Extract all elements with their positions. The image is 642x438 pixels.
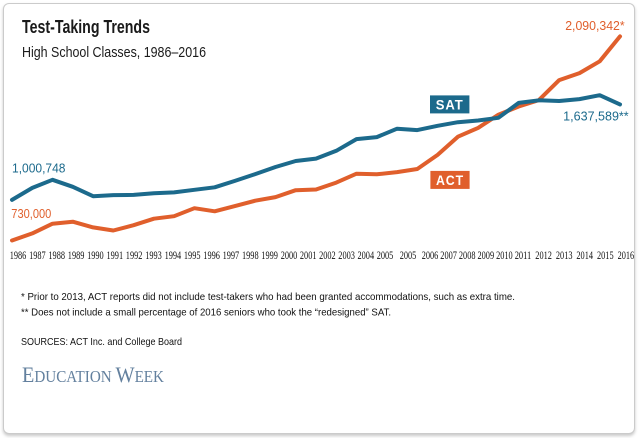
svg-text:730,000: 730,000	[11, 207, 51, 221]
svg-text:SAT: SAT	[436, 97, 464, 113]
svg-text:2013: 2013	[556, 248, 573, 262]
svg-text:1996: 1996	[203, 248, 220, 262]
svg-text:1988: 1988	[48, 248, 65, 262]
svg-text:1990: 1990	[87, 248, 104, 262]
svg-text:2015: 2015	[597, 248, 614, 262]
svg-text:2004: 2004	[358, 248, 375, 262]
svg-text:2005: 2005	[400, 248, 417, 262]
svg-text:1994: 1994	[165, 248, 182, 262]
svg-text:1986: 1986	[10, 248, 27, 262]
svg-text:1993: 1993	[145, 248, 162, 262]
svg-text:2011: 2011	[515, 248, 532, 262]
svg-text:1997: 1997	[223, 248, 240, 262]
svg-text:1992: 1992	[126, 248, 143, 262]
svg-text:1,637,589**: 1,637,589**	[563, 110, 629, 124]
svg-text:SOURCES: ACT Inc. and College: SOURCES: ACT Inc. and College Board	[21, 336, 182, 348]
svg-text:1991: 1991	[107, 248, 124, 262]
svg-text:1,000,748: 1,000,748	[12, 161, 66, 175]
svg-text:2009: 2009	[478, 248, 495, 262]
svg-text:* Prior to 2013, ACT reports d: * Prior to 2013, ACT reports did not inc…	[21, 291, 515, 303]
svg-text:1999: 1999	[261, 248, 278, 262]
svg-text:2007: 2007	[440, 248, 457, 262]
svg-text:1987: 1987	[29, 248, 46, 262]
svg-text:ACT: ACT	[436, 172, 464, 188]
svg-text:2002: 2002	[319, 248, 336, 262]
svg-text:2003: 2003	[338, 248, 355, 262]
svg-text:2016: 2016	[618, 248, 635, 262]
svg-text:2,090,342*: 2,090,342*	[565, 19, 625, 33]
svg-text:1998: 1998	[242, 248, 259, 262]
svg-text:2001: 2001	[300, 248, 317, 262]
svg-text:1995: 1995	[184, 248, 201, 262]
svg-text:2014: 2014	[576, 248, 593, 262]
svg-text:** Does not include a small pe: ** Does not include a small percentage o…	[21, 307, 391, 319]
svg-text:EDUCATION WEEK: EDUCATION WEEK	[22, 362, 164, 387]
svg-text:High School Classes, 1986–2016: High School Classes, 1986–2016	[22, 44, 206, 61]
svg-text:1989: 1989	[68, 248, 85, 262]
svg-text:2005: 2005	[377, 248, 394, 262]
svg-text:2000: 2000	[281, 248, 298, 262]
svg-text:Test-Taking Trends: Test-Taking Trends	[22, 17, 150, 37]
svg-text:2012: 2012	[535, 248, 552, 262]
svg-text:2010: 2010	[496, 248, 513, 262]
svg-text:2008: 2008	[459, 248, 476, 262]
svg-text:2006: 2006	[422, 248, 439, 262]
